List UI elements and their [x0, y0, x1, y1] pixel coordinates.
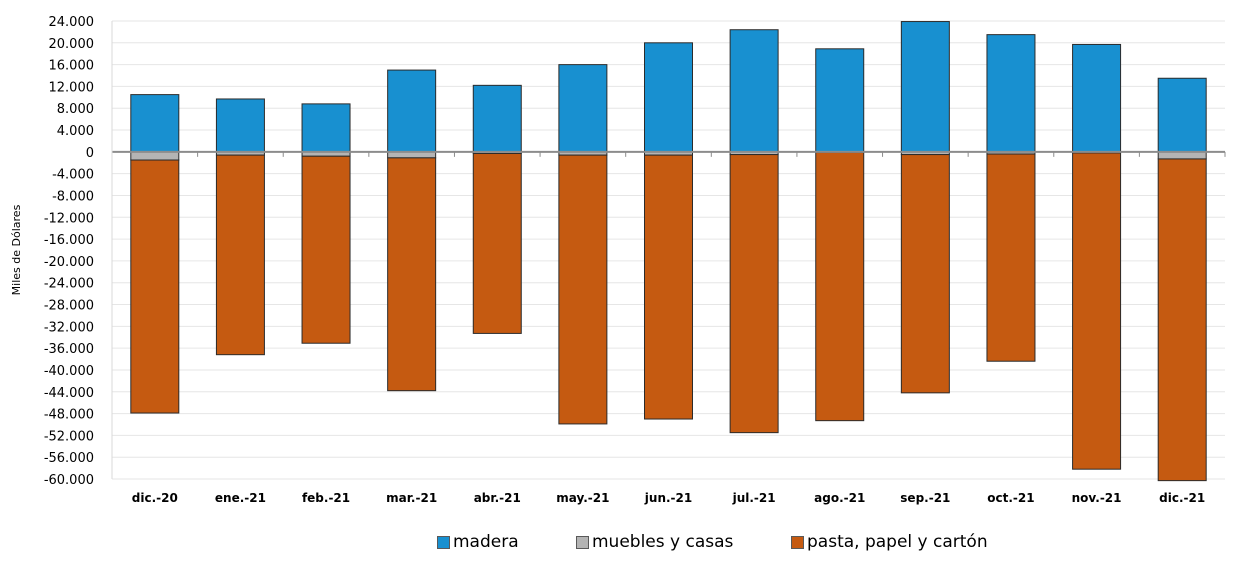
bar-muebles-y-casas — [130, 151, 180, 161]
bar-pasta-papel-y-cart-n — [215, 154, 265, 356]
y-axis-label: Miles de Dólares — [10, 204, 23, 295]
bar-madera — [387, 69, 437, 153]
bar-madera — [301, 103, 351, 153]
bar-madera — [986, 34, 1036, 153]
y-tick-label: -12.000 — [44, 211, 94, 226]
bar-madera — [215, 98, 265, 153]
legend-item-madera: madera — [437, 532, 519, 552]
stacked-bar-chart: 24.000 20.000 16.000 12.000 8.000 4.000 0 -4.00… — [10, 15, 1226, 505]
y-tick-labels: 24.000 20.000 16.000 12.000 8.000 4.000 0 -4.00… — [44, 15, 94, 488]
bar-pasta-papel-y-cart-n — [729, 154, 779, 434]
bar-pasta-papel-y-cart-n — [301, 155, 351, 344]
bar-pasta-papel-y-cart-n — [644, 154, 693, 420]
y-tick-label: -44.000 — [44, 386, 94, 401]
bar-muebles-y-casas — [1157, 151, 1207, 160]
bar-madera — [1072, 43, 1122, 153]
bar-madera — [900, 21, 950, 153]
y-tick-label: 24.000 — [49, 15, 95, 30]
bar-pasta-papel-y-cart-n — [558, 154, 608, 425]
bar-pasta-papel-y-cart-n — [1157, 158, 1207, 482]
y-tick-label: -40.000 — [44, 364, 94, 379]
x-tick-label: ene.-21 — [215, 491, 266, 505]
x-tick-label: feb.-21 — [302, 491, 350, 505]
y-tick-label: -32.000 — [44, 320, 94, 335]
y-tick-label: -20.000 — [44, 255, 94, 270]
x-tick-label: jun.-21 — [644, 491, 692, 505]
y-tick-label: -4.000 — [52, 168, 94, 183]
bar-pasta-papel-y-cart-n — [387, 157, 437, 392]
legend-item-muebles-y-casas: muebles y casas — [576, 532, 733, 552]
bars — [130, 21, 1207, 482]
x-tick-label: may.-21 — [556, 491, 609, 505]
legend: madera muebles y casas pasta, papel y ca… — [0, 532, 1233, 562]
x-tick-label: jul.-21 — [732, 491, 776, 505]
bar-madera — [130, 94, 180, 153]
y-tick-label: -24.000 — [44, 277, 94, 292]
y-tick-label: 8.000 — [57, 102, 94, 117]
bar-madera — [729, 29, 779, 153]
y-tick-label: -36.000 — [44, 342, 94, 357]
y-tick-label: 0 — [86, 146, 94, 161]
y-tick-label: -28.000 — [44, 299, 94, 314]
bar-madera — [815, 48, 865, 153]
bar-madera — [472, 84, 522, 153]
y-tick-label: 20.000 — [49, 37, 95, 52]
y-tick-label: 16.000 — [49, 59, 95, 74]
x-tick-label: oct.-21 — [987, 491, 1034, 505]
bar-madera — [644, 42, 693, 153]
y-tick-label: -8.000 — [52, 189, 94, 204]
axes — [111, 21, 1226, 479]
x-tick-label: sep.-21 — [900, 491, 950, 505]
bar-madera — [1157, 77, 1207, 153]
bar-pasta-papel-y-cart-n — [815, 151, 865, 422]
legend-swatch-muebles — [576, 535, 589, 549]
y-tick-label: -48.000 — [44, 408, 94, 423]
x-tick-label: nov.-21 — [1072, 491, 1122, 505]
legend-swatch-madera — [437, 535, 450, 549]
y-tick-label: 4.000 — [57, 124, 94, 139]
y-tick-label: 12.000 — [49, 80, 95, 95]
legend-label-madera: madera — [453, 532, 519, 552]
x-tick-label: dic.-21 — [1159, 491, 1205, 505]
bar-pasta-papel-y-cart-n — [900, 154, 950, 394]
bar-pasta-papel-y-cart-n — [472, 152, 522, 334]
bar-pasta-papel-y-cart-n — [986, 153, 1036, 362]
x-tick-label: dic.-20 — [132, 491, 178, 505]
bar-madera — [558, 64, 608, 153]
x-tick-label: ago.-21 — [814, 491, 865, 505]
y-tick-label: -52.000 — [44, 429, 94, 444]
y-tick-label: -56.000 — [44, 451, 94, 466]
x-tick-label: mar.-21 — [386, 491, 437, 505]
bar-pasta-papel-y-cart-n — [1072, 152, 1122, 470]
x-tick-label: abr.-21 — [474, 491, 521, 505]
legend-label-muebles: muebles y casas — [592, 532, 734, 552]
bar-pasta-papel-y-cart-n — [130, 159, 180, 414]
legend-item-pasta-papel-carton: pasta, papel y cartón — [791, 532, 988, 552]
y-tick-label: -60.000 — [44, 473, 94, 488]
x-tick-labels: dic.-20 ene.-21 feb.-21 mar.-21 abr.-21 may.-… — [132, 491, 1205, 505]
y-tick-label: -16.000 — [44, 233, 94, 248]
legend-swatch-pasta — [791, 535, 804, 549]
legend-label-pasta: pasta, papel y cartón — [807, 532, 988, 552]
